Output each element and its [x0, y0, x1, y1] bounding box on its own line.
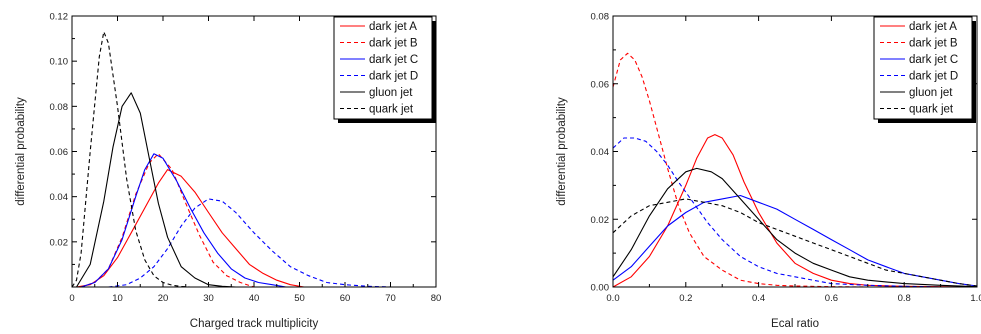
legend-entry: dark jet C	[369, 54, 418, 66]
series-line-gluon-jet	[612, 167, 978, 288]
x-tick-label: 0	[69, 293, 74, 304]
x-tick-label: 60	[340, 293, 351, 304]
x-tick-label: 0.2	[679, 293, 692, 304]
y-tick-label: 0.08	[50, 102, 69, 113]
legend-entry: dark jet B	[369, 38, 418, 50]
panel-ecal-ratio: 0.0 0.2 0.4 0.6 0.8 1.0 0.00 0.02 0.04 0.06 0.08 Ec…	[556, 12, 981, 331]
series-line-dark-jet-A	[612, 134, 978, 288]
x-tick-label: 0.6	[825, 293, 838, 304]
y-tick-label: 0.04	[591, 147, 610, 158]
x-tick-label: 50	[294, 293, 305, 304]
y-tick-label: 0.12	[50, 12, 69, 23]
legend-box	[333, 16, 433, 120]
y-tick-label: 0.00	[591, 283, 610, 294]
y-tick-label: 0.06	[50, 147, 69, 158]
series-line-dark-jet-C	[80, 153, 286, 288]
y-tick-label: 0.10	[50, 57, 69, 68]
y-axis-label: differential probability	[556, 97, 568, 206]
series-line-dark-jet-D	[108, 198, 391, 288]
legend-entry: quark jet	[909, 104, 954, 116]
y-tick-label: 0.02	[591, 215, 610, 226]
series-line-dark-jet-A	[76, 169, 305, 288]
series-line-dark-jet-C	[612, 194, 978, 287]
legend: dark jet A dark jet B dark jet C dark jet D…	[333, 16, 436, 123]
series-line-dark-jet-B	[612, 52, 868, 288]
legend-box	[873, 16, 973, 120]
legend: dark jet A dark jet B dark jet C dark jet D…	[873, 16, 976, 123]
series-line-dark-jet-D	[612, 137, 941, 288]
series-line-gluon-jet	[76, 92, 236, 288]
y-axis-label: differential probability	[15, 97, 27, 206]
legend-entry: dark jet A	[909, 21, 957, 33]
x-tick-label: 0.0	[606, 293, 619, 304]
legend-entry: dark jet B	[909, 38, 958, 50]
series-line-dark-jet-B	[80, 153, 255, 288]
legend-entry: gluon jet	[909, 87, 953, 99]
legend-entry: dark jet C	[909, 54, 958, 66]
x-tick-label: 80	[431, 293, 442, 304]
x-tick-label: 30	[203, 293, 214, 304]
panel-charged-track-multiplicity: 0 10 20 30 40 50 60 70 80 0.02 0.04 0.06 0.08 0.10 0.1…	[15, 12, 441, 331]
y-tick-label: 0.04	[50, 192, 69, 203]
x-tick-label: 0.4	[752, 293, 765, 304]
legend-entry: dark jet D	[369, 71, 418, 83]
y-tick-label: 0.06	[591, 79, 610, 90]
legend-entry: gluon jet	[369, 87, 413, 99]
x-axis-label: Charged track multiplicity	[190, 318, 319, 330]
x-tick-label: 70	[385, 293, 396, 304]
legend-entry: dark jet D	[909, 71, 958, 83]
legend-entry: dark jet A	[369, 21, 417, 33]
x-axis-label: Ecal ratio	[771, 318, 819, 330]
x-tick-label: 20	[158, 293, 169, 304]
series-line-quark-jet	[612, 198, 978, 287]
x-tick-label: 0.8	[898, 293, 911, 304]
series-line-quark-jet	[71, 31, 191, 288]
y-tick-label: 0.08	[591, 12, 610, 23]
x-tick-label: 10	[112, 293, 123, 304]
x-tick-label: 1.0	[970, 293, 981, 304]
x-tick-label: 40	[249, 293, 260, 304]
legend-entry: quark jet	[369, 104, 414, 116]
y-tick-label: 0.02	[50, 237, 69, 248]
